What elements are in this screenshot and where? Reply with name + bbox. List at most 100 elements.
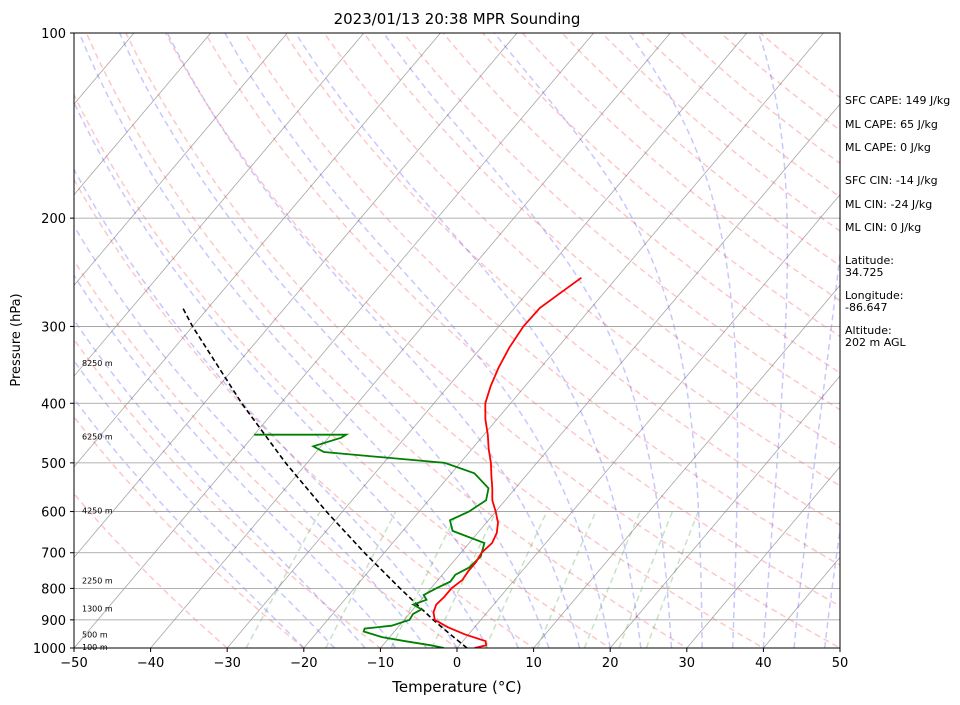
isotherm-line (226, 33, 748, 648)
x-tick-label: −10 (367, 656, 394, 671)
moist-adiabat-line (74, 397, 305, 648)
dry-adiabat-line (74, 415, 305, 648)
y-tick-label: 1000 (33, 642, 66, 657)
dry-adiabat-line (204, 33, 840, 607)
dry-adiabat-line (74, 259, 459, 648)
height-label: 4250 m (82, 507, 113, 516)
x-tick-label: −30 (213, 656, 240, 671)
isotherm-line (533, 284, 840, 648)
moist-adiabat-line (118, 33, 550, 648)
y-ticks: 1000 900 800 700 600 500 400 300 200 100 (33, 27, 74, 657)
dry-adiabat-line (521, 33, 840, 302)
height-label: 2250 m (82, 577, 113, 586)
dry-adiabat-line (402, 33, 840, 411)
x-ticks: −50 −40 −30 −20 −10 0 10 20 30 40 50 (60, 648, 848, 671)
isotherm-line (456, 194, 840, 648)
moist-adiabat-line (74, 359, 335, 648)
y-tick-label: 800 (41, 582, 66, 597)
dewpoint-trace (254, 433, 490, 648)
dry-adiabat-line (283, 33, 840, 526)
isotherm-line (74, 33, 135, 105)
y-tick-label: 700 (41, 547, 66, 562)
y-tick-label: 500 (41, 457, 66, 472)
height-label: 1300 m (82, 604, 113, 613)
ml-cin-text: ML CIN: -24 J/kg (845, 198, 932, 211)
mixing-ratio-line (325, 511, 397, 648)
sounding-traces (182, 276, 582, 648)
y-tick-label: 600 (41, 506, 66, 521)
ml-cin-text-2: ML CIN: 0 J/kg (845, 221, 921, 234)
isotherm-line (74, 33, 365, 377)
y-tick-label: 100 (41, 27, 66, 42)
height-label: 500 m (82, 631, 108, 640)
chart-title: 2023/01/13 20:38 MPR Sounding (334, 10, 581, 28)
x-tick-label: 40 (755, 656, 772, 671)
moist-adiabat-line (757, 33, 789, 648)
longitude-label: Longitude: (845, 289, 903, 302)
dry-adiabat-line (74, 93, 612, 648)
dry-adiabat-line (164, 33, 840, 648)
y-tick-label: 400 (41, 397, 66, 412)
background-lines (74, 33, 840, 648)
dry-adiabat-line (442, 33, 840, 374)
y-tick-label: 900 (41, 614, 66, 629)
x-tick-label: 30 (679, 656, 696, 671)
moist-adiabat-line (166, 33, 581, 648)
mixing-ratio-line (245, 511, 321, 648)
moist-adiabat-line (74, 318, 366, 648)
y-tick-label: 300 (41, 320, 66, 335)
moist-adiabat-line (74, 100, 489, 648)
moist-adiabat-line (74, 167, 458, 648)
latitude-label: Latitude: (845, 254, 894, 267)
isotherm-line (609, 375, 840, 648)
x-tick-label: 10 (525, 656, 542, 671)
isotherm-line (686, 466, 840, 648)
temperature-trace (432, 276, 582, 648)
x-tick-label: 50 (832, 656, 849, 671)
x-tick-label: 0 (453, 656, 461, 671)
x-tick-label: −50 (60, 656, 87, 671)
x-tick-label: −20 (290, 656, 317, 671)
side-panel: SFC CAPE: 149 J/kg ML CAPE: 65 J/kg ML C… (845, 94, 950, 349)
moist-adiabat-line (224, 33, 611, 648)
x-tick-label: −40 (137, 656, 164, 671)
dry-adiabat-line (74, 338, 382, 648)
y-tick-label: 200 (41, 212, 66, 227)
dry-adiabat-line (74, 492, 229, 648)
isotherm-line (74, 33, 441, 468)
isotherm-line (74, 33, 595, 648)
x-axis-label: Temperature (°C) (391, 678, 521, 696)
parcel-trace (182, 307, 468, 648)
moist-adiabat-line (294, 33, 642, 648)
sfc-cin-text: SFC CIN: -14 J/kg (845, 174, 938, 187)
x-tick-label: 20 (602, 656, 619, 671)
moist-adiabat-line (793, 248, 840, 648)
isotherm-line (303, 33, 824, 648)
dry-adiabat-line (85, 33, 689, 648)
height-label: 8250 m (82, 359, 113, 368)
isotherm-line (74, 33, 212, 196)
isotherm-line (150, 33, 671, 648)
sfc-cape-text: SFC CAPE: 149 J/kg (845, 94, 950, 107)
dry-adiabat-line (244, 33, 840, 567)
dry-adiabat-line (125, 33, 765, 648)
isotherm-line (379, 103, 840, 648)
ml-cape-text-2: ML CAPE: 0 J/kg (845, 141, 931, 154)
moist-adiabat-line (74, 274, 397, 648)
altitude-value: 202 m AGL (845, 336, 907, 349)
mixing-ratio-line (390, 511, 459, 648)
latitude-value: 34.725 (845, 266, 884, 279)
moist-adiabat-line (823, 525, 840, 648)
moist-adiabat-line (493, 33, 703, 648)
moist-adiabat-line (78, 33, 519, 648)
ml-cape-text: ML CAPE: 65 J/kg (845, 118, 938, 131)
moist-adiabat-line (74, 224, 427, 648)
moist-adiabat-line (627, 33, 739, 648)
moist-adiabat-line (382, 33, 673, 648)
isotherm-line (74, 33, 288, 287)
longitude-value: -86.647 (845, 301, 887, 314)
altitude-label: Altitude: (845, 324, 892, 337)
y-axis-label: Pressure (hPa) (9, 293, 24, 386)
height-label: 6250 m (82, 433, 113, 442)
